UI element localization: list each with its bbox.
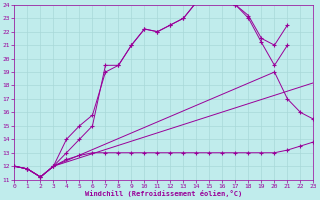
X-axis label: Windchill (Refroidissement éolien,°C): Windchill (Refroidissement éolien,°C) [85, 190, 243, 197]
